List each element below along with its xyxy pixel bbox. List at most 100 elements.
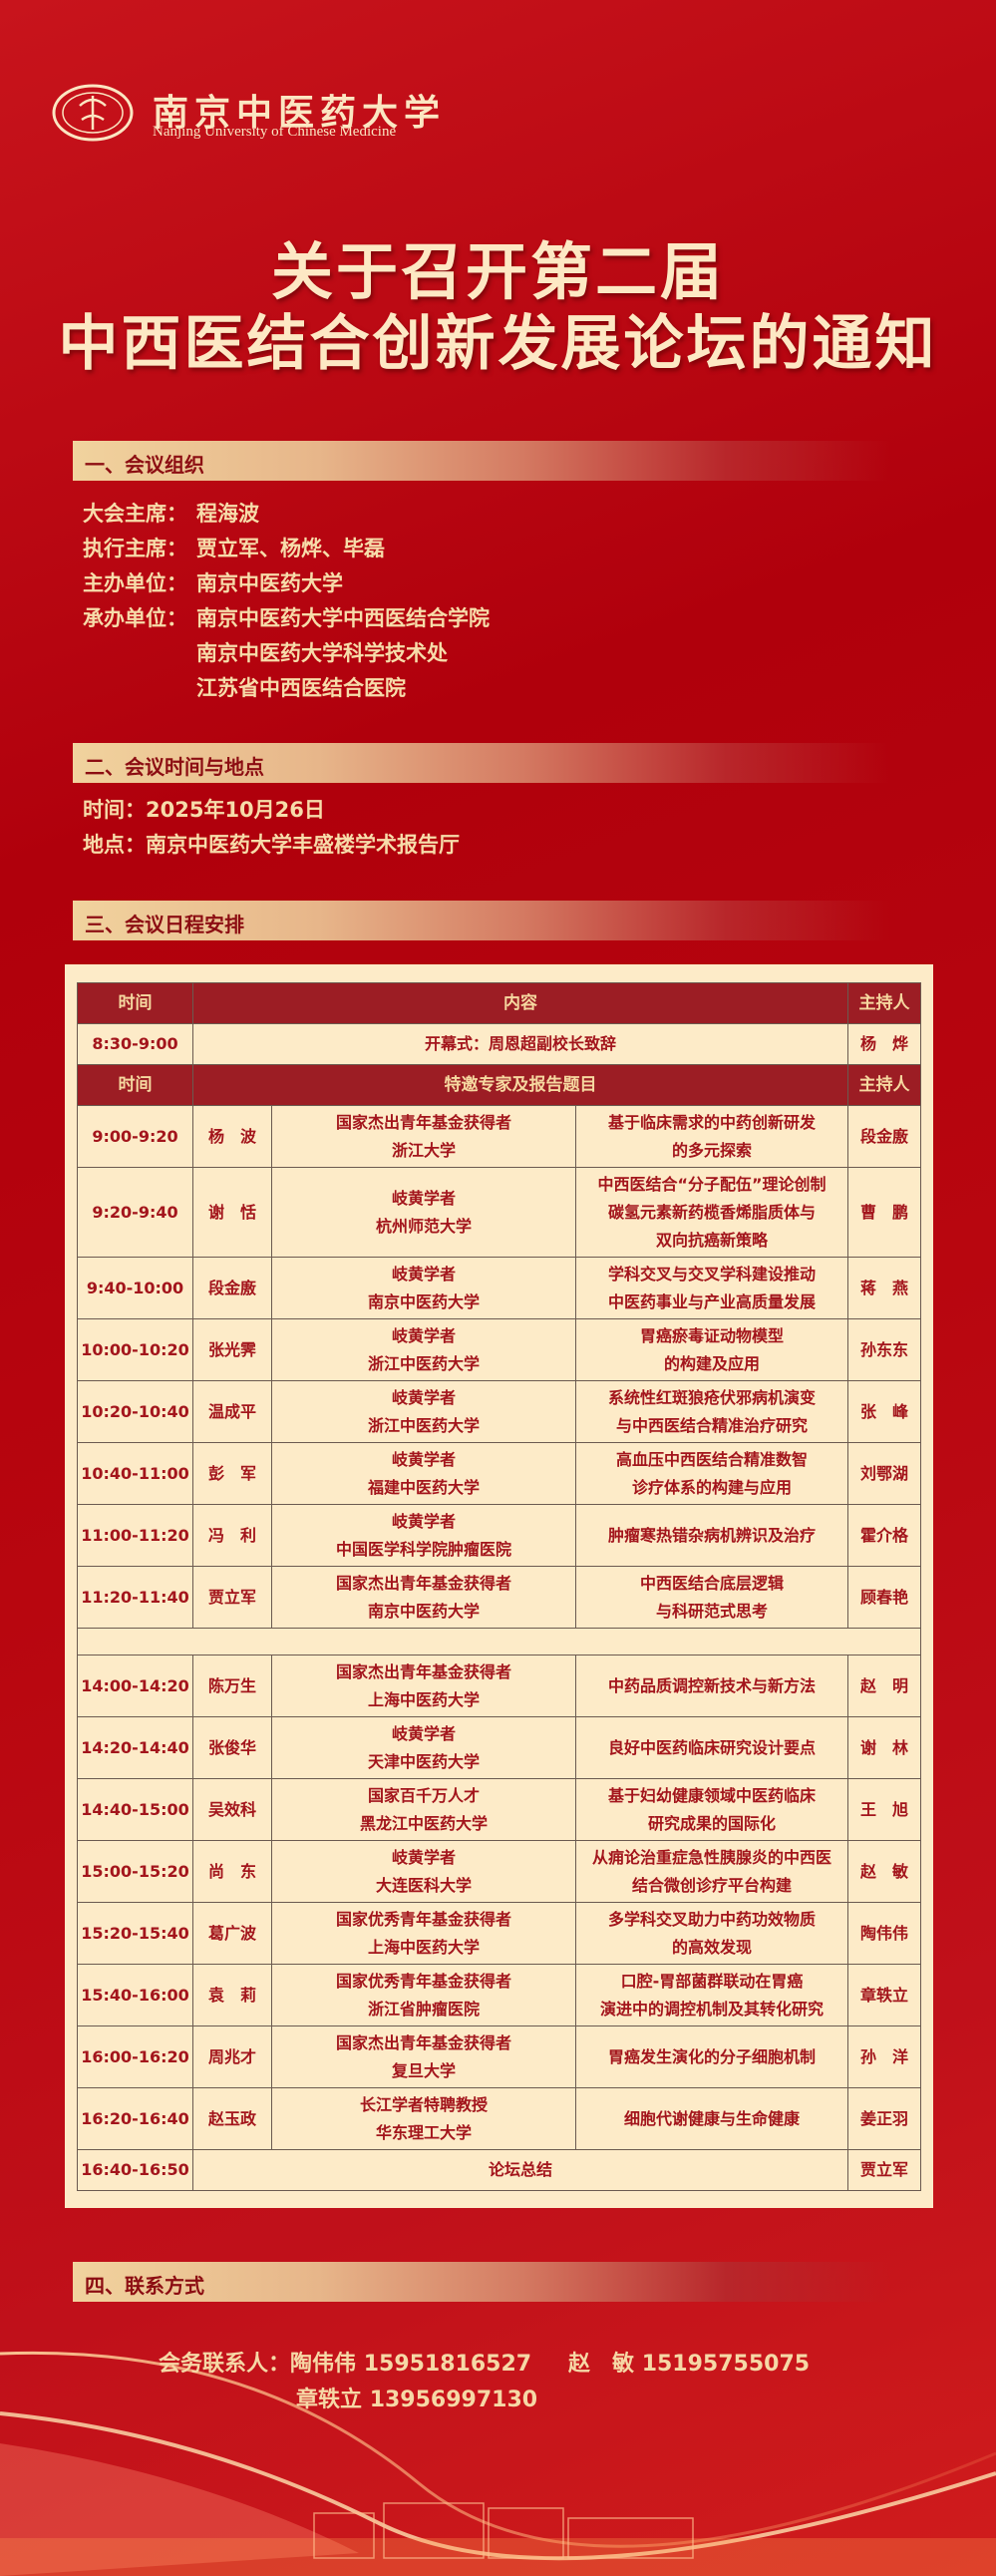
text-line: 复旦大学 (391, 2060, 456, 2080)
table-header-row: 时间 内容 主持人 (77, 982, 921, 1024)
text-line: 岐黄学者 (391, 1449, 456, 1469)
decorative-waves (0, 2351, 996, 2576)
host-cell: 张 峰 (847, 1380, 921, 1443)
host-cell: 赵 敏 (847, 1840, 921, 1903)
text-line: 浙江大学 (391, 1140, 456, 1160)
affiliation-cell: 国家优秀青年基金获得者 浙江省肿瘤医院 (271, 1964, 576, 2026)
affiliation-cell: 岐黄学者 杭州师范大学 (271, 1167, 576, 1258)
time-cell: 10:20-10:40 (77, 1380, 193, 1443)
text-line: 岐黄学者 (391, 1847, 456, 1867)
text-line: 的构建及应用 (663, 1353, 760, 1373)
time-cell: 9:20-9:40 (77, 1167, 193, 1258)
contact-phone: 15951816527 (363, 2352, 532, 2377)
host-cell: 王 旭 (847, 1778, 921, 1841)
speaker-cell: 周兆才 (192, 2025, 272, 2088)
host-cell: 霍介格 (847, 1504, 921, 1567)
affiliation-cell: 岐黄学者大连医科大学 (271, 1840, 576, 1903)
text-line: 大连医科大学 (375, 1875, 472, 1895)
contact-line-1: 会务联系人：陶伟伟 15951816527 (159, 2346, 531, 2378)
text-line: 与科研范式思考 (655, 1601, 768, 1621)
header-time: 时间 (77, 982, 193, 1024)
header-host: 主持人 (847, 1064, 921, 1106)
text-line: 中西医结合“分子配伍”理论创制 (597, 1174, 827, 1194)
text-line: 国家杰出青年基金获得者 (335, 1661, 511, 1681)
table-row: 10:00-10:20 张光霁 岐黄学者 浙江中医药大学 胃癌瘀毒证动物模型 的构建及应用… (77, 1318, 921, 1381)
text-line: 上海中医药大学 (367, 1937, 480, 1957)
time-cell: 16:20-16:40 (77, 2087, 193, 2150)
speaker-cell: 彭 军 (192, 1442, 272, 1505)
text-line: 胃癌瘀毒证动物模型 (639, 1325, 784, 1345)
speaker-cell: 张光霁 (192, 1318, 272, 1381)
affiliation-cell: 岐黄学者天津中医药大学 (271, 1716, 576, 1779)
content-cell: 开幕式：周恩超副校长致辞 (192, 1023, 848, 1065)
text-line: 良好中医药临床研究设计要点 (607, 1737, 816, 1757)
text-line: 研究成果的国际化 (647, 1813, 776, 1833)
table-row: 10:40-11:00 彭 军岐黄学者 福建中医药大学 高血压中西医结合精准数智 诊疗体… (77, 1442, 921, 1505)
topic-cell: 基于妇幼健康领域中医药临床 研究成果的国际化 (575, 1778, 848, 1841)
topic-cell: 高血压中西医结合精准数智 诊疗体系的构建与应用 (575, 1442, 848, 1505)
affiliation-cell: 国家杰出青年基金获得者 南京中医药大学 (271, 1566, 576, 1629)
org-item: 执行主席： 贾立军、杨烨、毕磊 (83, 537, 385, 560)
host-cell: 章轶立 (847, 1964, 921, 2026)
speaker-cell: 贾立军 (192, 1566, 272, 1629)
contact-phone: 15195755075 (641, 2352, 811, 2377)
university-logo (52, 84, 134, 142)
logo-english-name: Nanjing University of Chinese Medicine (153, 124, 397, 140)
text-line: 岐黄学者 (391, 1511, 456, 1531)
title-line-2: 中西医结合创新发展论坛的通知 (58, 309, 938, 379)
section-header-schedule: 三、会议日程安排 (73, 901, 890, 940)
time-cell: 15:40-16:00 (77, 1964, 193, 2026)
text-line: 学科交叉与交叉学科建设推动 (607, 1264, 816, 1284)
table-row: 9:20-9:40 谢 恬岐黄学者 杭州师范大学 中西医结合“分子配伍”理论创制 碳氢元… (77, 1167, 921, 1258)
text-line: 国家优秀青年基金获得者 (335, 1909, 511, 1929)
content-cell: 论坛总结 (192, 2149, 848, 2191)
text-line: 的高效发现 (671, 1937, 752, 1957)
text-line: 中国医学科学院肿瘤医院 (335, 1539, 511, 1559)
text-line: 与中西医结合精准治疗研究 (615, 1415, 808, 1435)
campus-buildings (313, 2502, 694, 2559)
affiliation-cell: 国家百千万人才 黑龙江中医药大学 (271, 1778, 576, 1841)
affiliation-cell: 岐黄学者 浙江中医药大学 (271, 1318, 576, 1381)
affiliation-cell: 岐黄学者 南京中医药大学 (271, 1257, 576, 1319)
text-line: 国家百千万人才 (367, 1785, 480, 1805)
topic-cell: 学科交叉与交叉学科建设推动 中医药事业与产业高质量发展 (575, 1257, 848, 1319)
text-line: 南京中医药大学 (367, 1601, 480, 1621)
text-line: 细胞代谢健康与生命健康 (623, 2108, 800, 2128)
affiliation-cell: 岐黄学者 浙江中医药大学 (271, 1380, 576, 1443)
org-item: 承办单位： 南京中医药大学中西医结合学院 (83, 606, 490, 630)
speaker-cell: 冯 利 (192, 1504, 272, 1567)
affiliation-cell: 国家杰出青年基金获得者 上海中医药大学 (271, 1655, 576, 1717)
time-cell: 15:00-15:20 (77, 1840, 193, 1903)
time-cell: 10:40-11:00 (77, 1442, 193, 1505)
place-item: 地点：南京中医药大学丰盛楼学术报告厅 (83, 833, 460, 857)
table-row: 15:20-15:40 葛广波 国家优秀青年基金获得者 上海中医药大学 多学科交叉助力中… (77, 1902, 921, 1965)
topic-cell: 中西医结合底层逻辑 与科研范式思考 (575, 1566, 848, 1629)
host-cell: 顾春艳 (847, 1566, 921, 1629)
text-line: 岐黄学者 (391, 1387, 456, 1407)
host-cell: 段金廒 (847, 1105, 921, 1168)
affiliation-cell: 国家杰出青年基金获得者 复旦大学 (271, 2025, 576, 2088)
text-line: 肿瘤寒热错杂病机辨识及治疗 (607, 1525, 816, 1545)
affiliation-cell: 岐黄学者 福建中医药大学 (271, 1442, 576, 1505)
text-line: 演进中的调控机制及其转化研究 (599, 1999, 824, 2019)
text-line: 岐黄学者 (391, 1723, 456, 1743)
section-header-time-place: 二、会议时间与地点 (73, 743, 890, 783)
table-row: 14:20-14:40 张俊华 岐黄学者 天津中医药大学 良好中医药临床研究设计要点谢 … (77, 1716, 921, 1779)
text-line: 中医药事业与产业高质量发展 (607, 1291, 816, 1311)
header-host: 主持人 (847, 982, 921, 1024)
table-row-closing: 16:40-16:50 论坛总结 贾立军 (77, 2149, 921, 2191)
time-cell: 9:00-9:20 (77, 1105, 193, 1168)
text-line: 胃癌发生演化的分子细胞机制 (607, 2046, 816, 2066)
text-line: 口腔-胃部菌群联动在胃癌 (620, 1971, 804, 1991)
host-cell: 贾立军 (847, 2149, 921, 2191)
text-line: 结合微创诊疗平台构建 (631, 1875, 792, 1895)
affiliation-cell: 长江学者特聘教授 华东理工大学 (271, 2087, 576, 2150)
text-line: 天津中医药大学 (367, 1751, 480, 1771)
speaker-cell: 谢 恬 (192, 1167, 272, 1258)
host-cell: 曹 鹏 (847, 1167, 921, 1258)
speaker-cell: 张俊华 (192, 1716, 272, 1779)
host-cell: 蒋 燕 (847, 1257, 921, 1319)
text-line: 南京中医药大学 (367, 1291, 480, 1311)
org-item: 南京中医药大学科学技术处 (196, 641, 448, 665)
time-cell: 10:00-10:20 (77, 1318, 193, 1381)
